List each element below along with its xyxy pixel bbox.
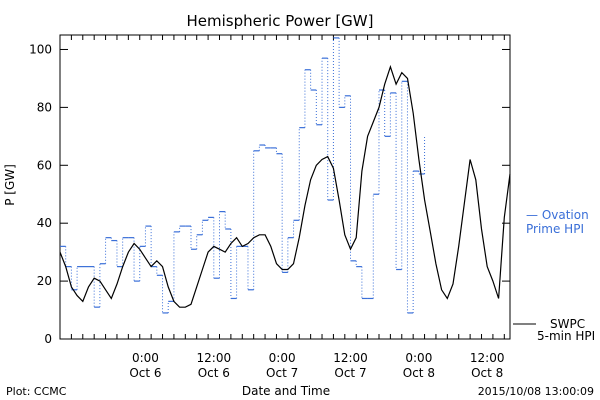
x-tick-date-label: Oct 7 [266, 366, 298, 380]
x-tick-time-label: 12:00 [333, 351, 368, 365]
legend-swpc-line2: 5-min HPI [537, 329, 595, 343]
chart-title: Hemispheric Power [GW] [187, 12, 374, 30]
x-tick-time-label: 0:00 [132, 351, 159, 365]
x-axis-label: Date and Time [242, 384, 330, 398]
y-tick-label: 20 [37, 274, 52, 288]
x-tick-date-label: Oct 8 [403, 366, 435, 380]
x-tick-date-label: Oct 7 [334, 366, 366, 380]
plot-timestamp: 2015/10/08 13:00:09 [478, 385, 594, 398]
x-tick-time-label: 0:00 [269, 351, 296, 365]
y-tick-label: 0 [44, 332, 52, 346]
y-tick-label: 60 [37, 158, 52, 172]
x-tick-date-label: Oct 8 [471, 366, 503, 380]
ovation-prime-series [60, 37, 426, 314]
x-tick-time-label: 0:00 [405, 351, 432, 365]
y-tick-label: 100 [29, 42, 52, 56]
y-axis-ticks: 0 20 40 60 80 100 [29, 42, 510, 346]
x-tick-time-label: 12:00 [197, 351, 232, 365]
plot-credit: Plot: CCMC [6, 385, 67, 398]
x-tick-time-label: 12:00 [470, 351, 505, 365]
legend-swpc-line1: SWPC [550, 317, 585, 331]
legend: — Ovation Prime HPI SWPC 5-min HPI [513, 208, 595, 343]
swpc-series [59, 64, 511, 308]
y-axis-label: P [GW] [3, 164, 17, 206]
legend-ovation-line2: Prime HPI [526, 222, 584, 236]
y-tick-label: 80 [37, 100, 52, 114]
swpc-line [59, 64, 511, 308]
x-tick-date-label: Oct 6 [198, 366, 230, 380]
plot-frame [59, 34, 511, 340]
legend-ovation-line1: — Ovation [526, 208, 589, 222]
y-tick-label: 40 [37, 216, 52, 230]
x-tick-date-label: Oct 6 [129, 366, 161, 380]
